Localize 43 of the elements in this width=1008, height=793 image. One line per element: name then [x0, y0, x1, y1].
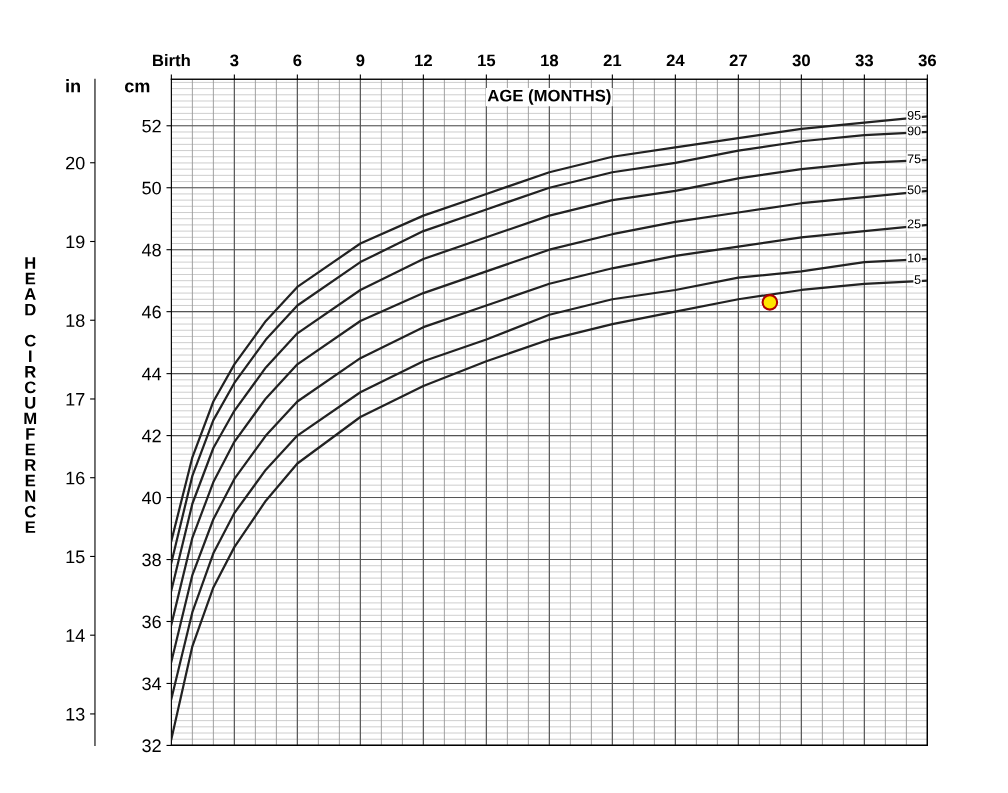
y2-tick-label: 14 [66, 629, 85, 642]
x-axis-title: AGE (MONTHS) [487, 89, 611, 105]
x-tick-label: 36 [918, 54, 937, 67]
series-label: 95 [907, 110, 921, 120]
series-label: 5 [914, 275, 921, 285]
y2-tick-label: 18 [66, 314, 85, 327]
y-axis-title: cm [125, 82, 150, 93]
series-label: 50 [907, 185, 921, 195]
y2-tick-label: 16 [66, 471, 85, 485]
y-tick-label: 52 [142, 119, 161, 133]
y-tick-label: 34 [142, 677, 162, 691]
y2-tick-label: 20 [66, 156, 85, 170]
y-tick-label: 40 [141, 491, 161, 505]
x-tick-label: 12 [415, 54, 432, 67]
x-tick-label: 6 [293, 54, 302, 67]
x-tick-label: Birth [153, 54, 190, 67]
y-tick-label: 36 [142, 615, 161, 629]
series-label: 90 [907, 126, 921, 136]
y2-tick-label: 19 [66, 235, 85, 249]
series-label: 10 [908, 253, 921, 263]
x-tick-label: 27 [729, 54, 747, 67]
series-label: 75 [907, 154, 921, 164]
y2-tick-label: 13 [66, 707, 85, 721]
y-tick-label: 48 [141, 243, 161, 257]
series-label: 25 [907, 219, 921, 229]
x-tick-label: 9 [356, 54, 365, 67]
y-tick-label: 42 [141, 429, 161, 443]
y-tick-label: 32 [142, 739, 161, 753]
x-tick-label: 24 [666, 54, 685, 67]
y2-tick-label: 17 [66, 393, 85, 406]
x-tick-label: 21 [603, 54, 622, 67]
x-tick-label: 18 [541, 54, 559, 67]
y-tick-label: 50 [142, 181, 161, 195]
x-tick-label: 15 [478, 54, 496, 67]
x-tick-label: 3 [230, 54, 239, 67]
x-tick-label: 33 [855, 54, 874, 67]
y2-axis-title: in [66, 79, 80, 93]
y2-tick-label: 15 [66, 550, 85, 564]
y-tick-label: 46 [141, 305, 161, 319]
y-tick-label: 44 [141, 367, 162, 381]
text: HEAD CIRCUMFERENCE [24, 257, 37, 533]
x-tick-label: 30 [792, 54, 810, 67]
y-tick-label: 38 [142, 553, 161, 567]
